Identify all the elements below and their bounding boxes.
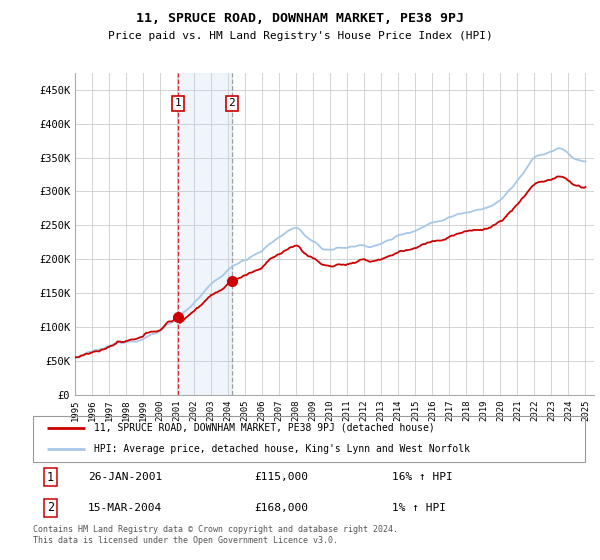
Text: Price paid vs. HM Land Registry's House Price Index (HPI): Price paid vs. HM Land Registry's House …: [107, 31, 493, 41]
Text: 1: 1: [47, 470, 54, 484]
Text: 15-MAR-2004: 15-MAR-2004: [88, 503, 163, 513]
Text: 1% ↑ HPI: 1% ↑ HPI: [392, 503, 446, 513]
Text: 1: 1: [175, 99, 182, 108]
Text: 2: 2: [47, 501, 54, 514]
Text: 11, SPRUCE ROAD, DOWNHAM MARKET, PE38 9PJ: 11, SPRUCE ROAD, DOWNHAM MARKET, PE38 9P…: [136, 12, 464, 25]
Text: Contains HM Land Registry data © Crown copyright and database right 2024.
This d: Contains HM Land Registry data © Crown c…: [33, 525, 398, 545]
Text: 2: 2: [229, 99, 235, 108]
Bar: [178, 73, 232, 395]
Text: HPI: Average price, detached house, King's Lynn and West Norfolk: HPI: Average price, detached house, King…: [94, 444, 470, 454]
Text: 26-JAN-2001: 26-JAN-2001: [88, 472, 163, 482]
Text: £168,000: £168,000: [254, 503, 308, 513]
Text: 16% ↑ HPI: 16% ↑ HPI: [392, 472, 452, 482]
Text: 11, SPRUCE ROAD, DOWNHAM MARKET, PE38 9PJ (detached house): 11, SPRUCE ROAD, DOWNHAM MARKET, PE38 9P…: [94, 423, 434, 432]
Text: £115,000: £115,000: [254, 472, 308, 482]
